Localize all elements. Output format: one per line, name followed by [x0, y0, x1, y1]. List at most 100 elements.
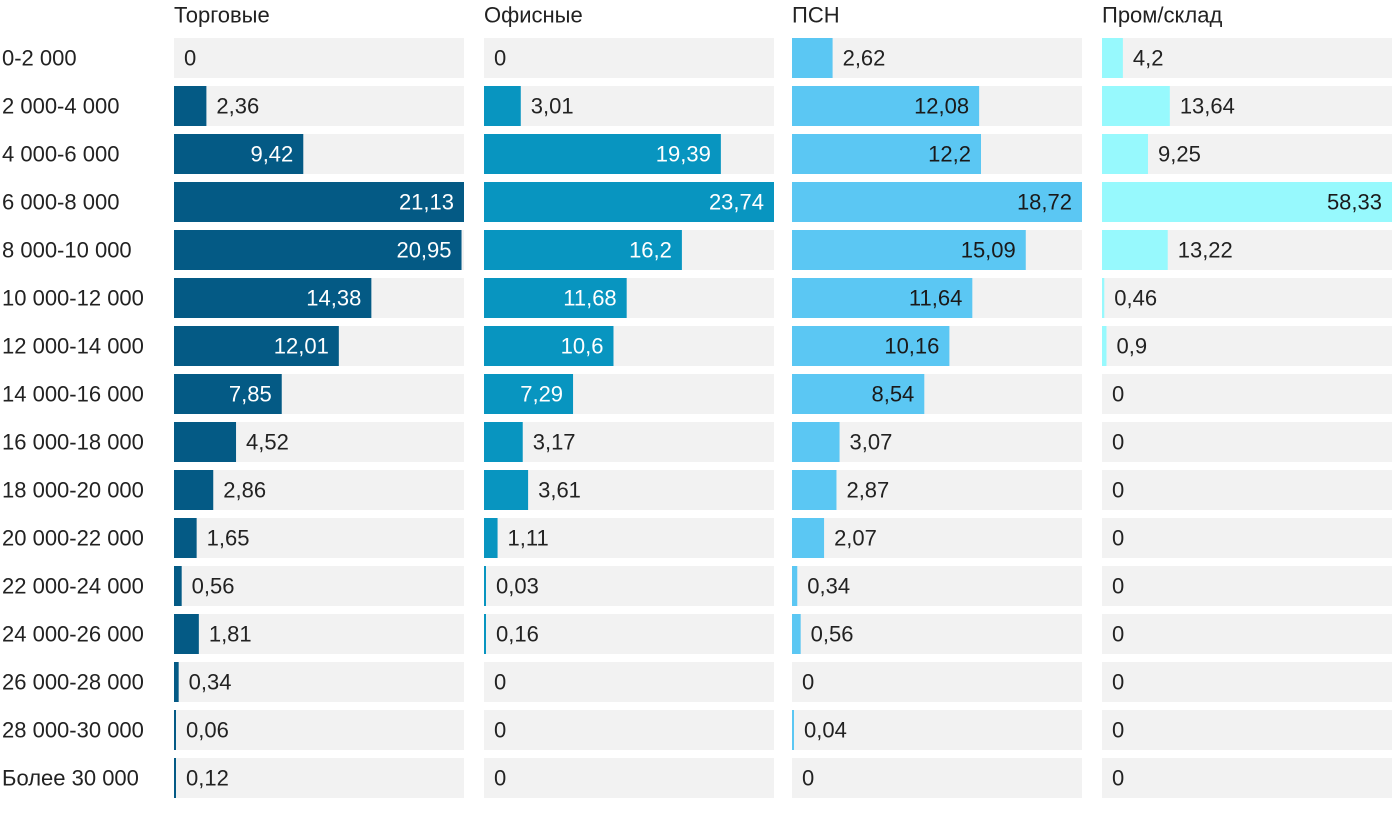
bar-track	[792, 470, 1082, 510]
data-label: 0	[1112, 574, 1124, 599]
data-label: 0	[494, 766, 506, 791]
bar	[484, 230, 682, 270]
bar-track	[174, 86, 464, 126]
data-label: 7,29	[520, 382, 563, 407]
bar-track	[792, 566, 1082, 606]
bar	[792, 710, 794, 750]
bar-track	[484, 662, 774, 702]
data-label: 2,62	[843, 46, 886, 71]
bar	[792, 278, 973, 318]
bar	[792, 470, 837, 510]
data-label: 0,34	[807, 574, 850, 599]
bar-track	[1102, 614, 1392, 654]
bar-track	[484, 710, 774, 750]
bar	[792, 86, 980, 126]
data-label: 21,13	[399, 190, 454, 215]
category-label: 10 000-12 000	[2, 286, 144, 311]
data-label: 0	[494, 46, 506, 71]
category-label: 8 000-10 000	[2, 238, 132, 263]
bar	[174, 614, 199, 654]
data-label: 3,01	[531, 94, 574, 119]
bar	[174, 758, 176, 798]
bar	[174, 662, 179, 702]
series-header: ПСН	[792, 3, 840, 28]
bar-track	[1102, 326, 1392, 366]
bar	[484, 374, 574, 414]
bar-track	[174, 470, 464, 510]
bar-track	[1102, 134, 1392, 174]
data-label: 1,65	[207, 526, 250, 551]
category-label: 26 000-28 000	[2, 670, 144, 695]
data-label: 11,68	[563, 286, 616, 311]
data-label: 1,11	[508, 526, 549, 551]
bar-track	[174, 566, 464, 606]
bar	[1102, 278, 1105, 318]
data-label: 0	[494, 718, 506, 743]
data-label: 3,17	[533, 430, 576, 455]
data-label: 12,08	[914, 94, 969, 119]
bar	[792, 326, 950, 366]
bar-track	[484, 86, 774, 126]
category-label: 22 000-24 000	[2, 574, 144, 599]
bar-track	[1102, 758, 1392, 798]
data-label: 4,52	[246, 430, 289, 455]
bar	[1102, 230, 1168, 270]
bar-track	[792, 422, 1082, 462]
data-label: 18,72	[1017, 190, 1072, 215]
bar	[792, 134, 981, 174]
data-label: 58,33	[1327, 190, 1382, 215]
bar	[174, 470, 214, 510]
data-label: 0	[1112, 766, 1124, 791]
data-label: 0,34	[189, 670, 232, 695]
bar-track	[1102, 374, 1392, 414]
data-label: 15,09	[961, 238, 1016, 263]
bar	[484, 614, 486, 654]
bar-track	[174, 758, 464, 798]
series-header: Пром/склад	[1102, 3, 1222, 28]
data-label: 0	[1112, 622, 1124, 647]
data-label: 0	[1112, 718, 1124, 743]
bar	[174, 710, 176, 750]
bar	[484, 326, 614, 366]
bar	[174, 86, 207, 126]
bar-track	[174, 662, 464, 702]
category-label: 18 000-20 000	[2, 478, 144, 503]
series-header: Торговые	[174, 3, 270, 28]
data-label: 8,54	[871, 382, 914, 407]
data-label: 10,16	[884, 334, 939, 359]
bar	[484, 278, 627, 318]
bar-track	[792, 758, 1082, 798]
bar-track	[174, 614, 464, 654]
bar-track	[484, 614, 774, 654]
data-label: 0	[1112, 526, 1124, 551]
data-label: 0,04	[804, 718, 847, 743]
bar	[174, 134, 304, 174]
data-label: 0	[494, 670, 506, 695]
data-label: 12,2	[928, 142, 971, 167]
data-label: 2,86	[223, 478, 266, 503]
data-label: 0	[1112, 478, 1124, 503]
data-label: 0	[184, 46, 196, 71]
bar	[1102, 182, 1392, 222]
bar-track	[484, 758, 774, 798]
bar-track	[792, 614, 1082, 654]
category-label: 24 000-26 000	[2, 622, 144, 647]
bar	[484, 86, 521, 126]
bar	[484, 518, 498, 558]
data-label: 13,64	[1180, 94, 1235, 119]
bar-track	[174, 38, 464, 78]
bar	[484, 182, 774, 222]
bar-track	[1102, 662, 1392, 702]
bar	[792, 614, 801, 654]
bar	[792, 518, 825, 558]
data-label: 2,87	[846, 478, 889, 503]
category-label: 20 000-22 000	[2, 526, 144, 551]
bar	[174, 422, 237, 462]
data-label: 0,46	[1114, 286, 1157, 311]
bar-track	[1102, 470, 1392, 510]
bar-track	[1102, 278, 1392, 318]
bar-track	[792, 518, 1082, 558]
bar	[792, 374, 925, 414]
data-label: 0	[1112, 670, 1124, 695]
data-label: 7,85	[229, 382, 272, 407]
